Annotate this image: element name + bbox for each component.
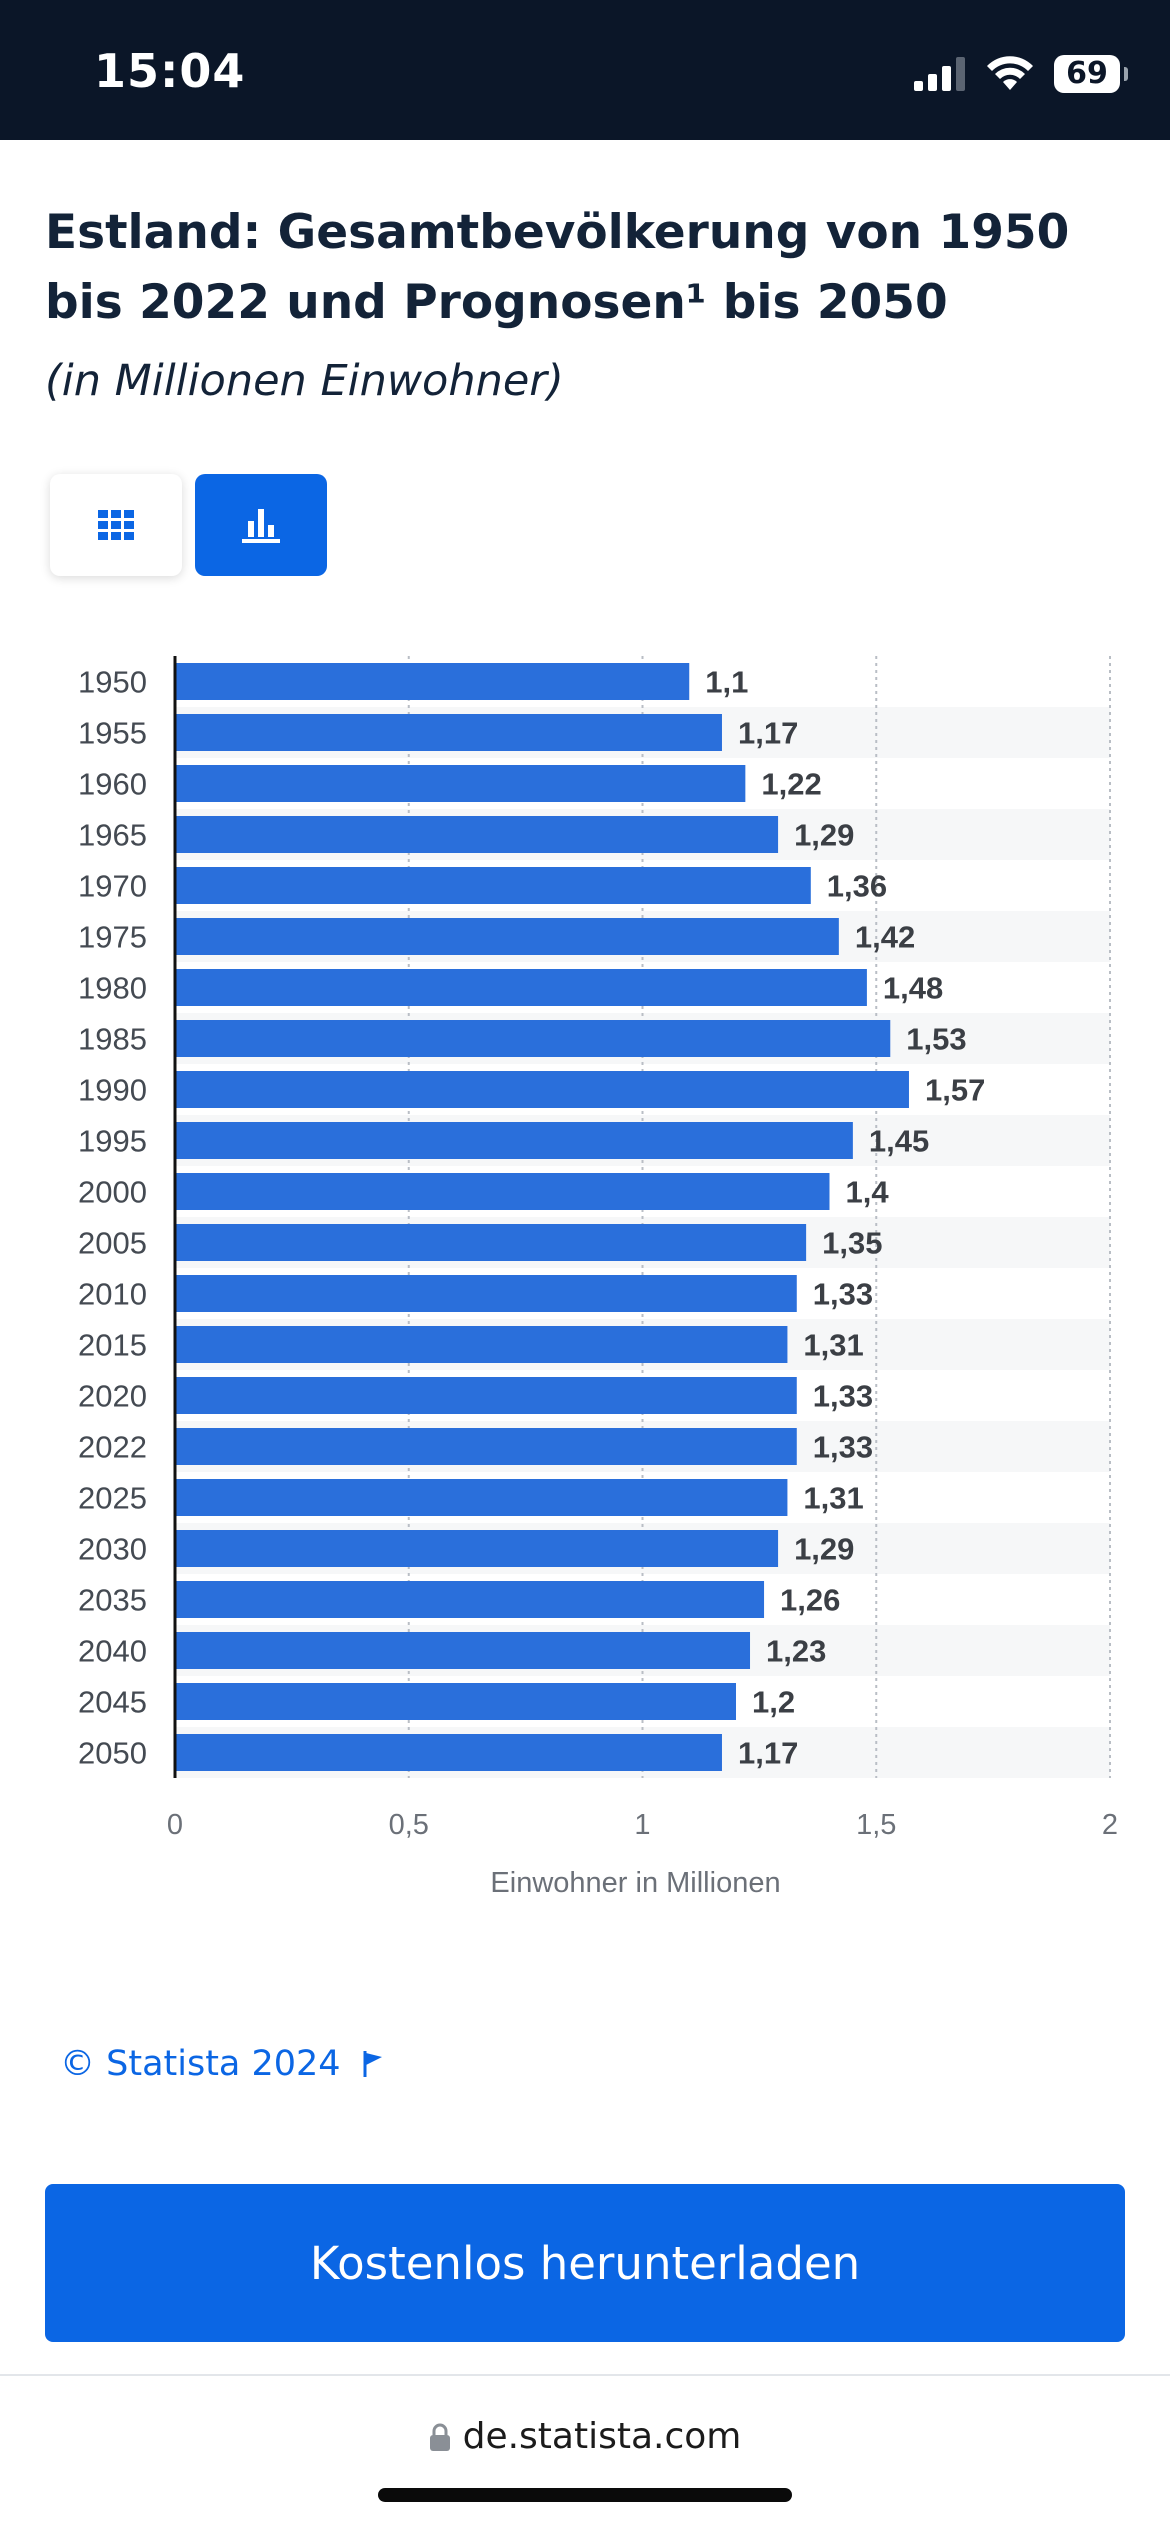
x-tick-label: 1,5 (856, 1809, 896, 1841)
bar (175, 867, 811, 904)
browser-url-bar[interactable]: de.statista.com (0, 2374, 1170, 2534)
data-label: 1,23 (766, 1634, 826, 1669)
category-label: 2015 (78, 1328, 147, 1363)
category-label: 1990 (78, 1073, 147, 1108)
data-label: 1,33 (813, 1277, 873, 1312)
chart-view-button[interactable] (195, 474, 327, 576)
category-label: 2005 (78, 1226, 147, 1261)
bar (175, 969, 867, 1006)
data-label: 1,33 (813, 1430, 873, 1465)
status-time: 15:04 (94, 44, 246, 98)
category-label: 2020 (78, 1379, 147, 1414)
lock-icon (429, 2423, 450, 2451)
data-label: 1,31 (803, 1328, 863, 1363)
data-label: 1,17 (738, 1736, 798, 1771)
bar (175, 1224, 807, 1261)
bar-chart-icon (242, 509, 280, 543)
category-label: 2045 (78, 1685, 147, 1720)
page-title: Estland: Gesamtbevölkerung von 1950 bis … (45, 205, 1070, 330)
category-label: 1995 (78, 1124, 147, 1159)
data-label: 1,48 (883, 971, 943, 1006)
bar (175, 1479, 788, 1516)
category-label: 1985 (78, 1022, 147, 1057)
data-label: 1,36 (827, 869, 887, 904)
data-label: 1,26 (780, 1583, 840, 1618)
data-label: 1,57 (925, 1073, 985, 1108)
wifi-icon (987, 56, 1033, 90)
data-label: 1,1 (705, 665, 748, 700)
bar (175, 1734, 722, 1771)
copyright-text[interactable]: © Statista 2024 (60, 2044, 341, 2084)
data-label: 1,4 (846, 1175, 890, 1210)
x-tick-label: 0 (167, 1809, 183, 1841)
data-label: 1,45 (869, 1124, 929, 1159)
category-label: 2000 (78, 1175, 147, 1210)
download-button[interactable]: Kostenlos herunterladen (45, 2184, 1125, 2342)
battery-icon: 69 (1054, 55, 1128, 93)
bar (175, 816, 779, 853)
x-tick-label: 0,5 (389, 1809, 429, 1841)
data-label: 1,2 (752, 1685, 795, 1720)
bar (175, 1122, 853, 1159)
grid-icon (98, 510, 134, 540)
category-label: 1970 (78, 869, 147, 904)
flag-icon[interactable] (363, 2051, 383, 2077)
category-label: 1955 (78, 716, 147, 751)
category-label: 2050 (78, 1736, 147, 1771)
data-label: 1,31 (803, 1481, 863, 1516)
category-label: 2030 (78, 1532, 147, 1567)
category-label: 1980 (78, 971, 147, 1006)
data-label: 1,22 (761, 767, 821, 802)
bar (175, 1530, 779, 1567)
bar (175, 1071, 909, 1108)
category-label: 1965 (78, 818, 147, 853)
category-label: 2022 (78, 1430, 147, 1465)
table-view-button[interactable] (50, 474, 182, 576)
bar (175, 663, 690, 700)
bar (175, 1683, 736, 1720)
bar (175, 1326, 788, 1363)
home-indicator[interactable] (378, 2488, 792, 2502)
category-label: 2025 (78, 1481, 147, 1516)
x-axis-label: Einwohner in Millionen (490, 1867, 780, 1899)
data-label: 1,29 (794, 818, 854, 853)
chart: 1950 1,1 1955 1,17 1960 1,22 1965 1,29 1970 1,36 1… (0, 640, 1170, 1935)
category-label: 1960 (78, 767, 147, 802)
bar (175, 1377, 797, 1414)
category-label: 2040 (78, 1634, 147, 1669)
bar (175, 918, 839, 955)
category-label: 2010 (78, 1277, 147, 1312)
data-label: 1,29 (794, 1532, 854, 1567)
page-subtitle: (in Millionen Einwohner) (45, 356, 564, 406)
bar (175, 1020, 891, 1057)
category-label: 2035 (78, 1583, 147, 1618)
data-label: 1,53 (906, 1022, 966, 1057)
bar (175, 714, 722, 751)
bar (175, 1632, 751, 1669)
bar (175, 1581, 765, 1618)
data-label: 1,42 (855, 920, 915, 955)
copyright[interactable]: © Statista 2024 (60, 2044, 383, 2084)
data-label: 1,17 (738, 716, 798, 751)
x-tick-label: 1 (634, 1809, 650, 1841)
category-label: 1975 (78, 920, 147, 955)
bar (175, 1428, 797, 1465)
url-display[interactable]: de.statista.com (0, 2416, 1170, 2457)
data-label: 1,35 (822, 1226, 882, 1261)
bar (175, 1275, 797, 1312)
x-tick-label: 2 (1102, 1809, 1118, 1841)
data-label: 1,33 (813, 1379, 873, 1414)
bar (175, 765, 746, 802)
status-bar: 15:04 69 (0, 0, 1170, 140)
signal-icon (914, 57, 965, 91)
status-icons: 69 (914, 52, 1128, 96)
category-label: 1950 (78, 665, 147, 700)
bar (175, 1173, 830, 1210)
url-text[interactable]: de.statista.com (462, 2416, 742, 2457)
